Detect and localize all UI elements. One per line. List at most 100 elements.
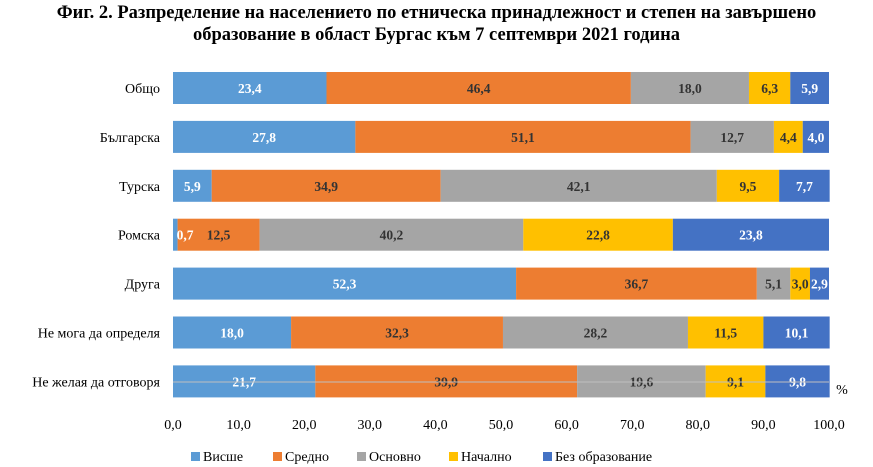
bar-segment: [809, 267, 829, 300]
legend-swatch: [273, 452, 282, 461]
data-label: 18,0: [220, 326, 244, 341]
data-label: 52,3: [333, 277, 357, 292]
x-axis-unit-label: %: [836, 383, 848, 398]
bar-segment: [523, 218, 673, 251]
data-label: 32,3: [385, 326, 409, 341]
data-label: 18,0: [678, 81, 702, 96]
chart-title-line-1: Фиг. 2. Разпределение на населението по …: [56, 3, 817, 23]
data-label: 34,9: [314, 179, 338, 194]
x-tick-label: 0,0: [164, 418, 182, 433]
bar-segment: [690, 120, 774, 153]
legend-label: Основно: [369, 450, 421, 465]
data-label: 5,9: [801, 81, 818, 96]
data-label: 51,1: [511, 130, 535, 145]
bar-segment: [355, 120, 691, 153]
data-label: 11,5: [714, 326, 737, 341]
legend-label: Без образование: [555, 450, 652, 465]
x-tick-label: 50,0: [489, 418, 514, 433]
bar-segment: [630, 72, 749, 104]
bar-segment: [748, 72, 791, 104]
category-label: Турска: [119, 180, 161, 195]
category-label: Не мога да определя: [38, 327, 161, 342]
legend-swatch: [449, 452, 458, 461]
x-tick-label: 100,0: [813, 418, 845, 433]
category-label: Общо: [125, 82, 160, 97]
bar-segment: [315, 365, 578, 398]
bar-segment: [577, 365, 706, 398]
category-label: Не желая да отговоря: [32, 375, 160, 390]
legend: Висше Средно Основно Начално Без образование: [191, 450, 652, 465]
x-tick-label: 90,0: [751, 418, 776, 433]
data-label: 27,8: [252, 130, 276, 145]
data-label: 28,2: [584, 326, 608, 341]
bar-segment: [173, 169, 212, 202]
x-tick-label: 20,0: [292, 418, 317, 433]
category-labels-group: Общо Българска Турска Ромска Друга Не мога да…: [32, 82, 161, 390]
bar-segment: [177, 218, 260, 251]
data-label: 5,1: [765, 277, 782, 292]
data-label: 42,1: [567, 179, 591, 194]
chart-title: Фиг. 2. Разпределение на населението по …: [0, 2, 873, 46]
legend-swatch: [357, 452, 366, 461]
bar-segment: [502, 316, 688, 349]
data-label: 5,9: [184, 179, 201, 194]
bar-segment: [173, 218, 178, 251]
data-label: 9,5: [740, 179, 757, 194]
legend-label: Начално: [461, 450, 512, 465]
x-tick-label: 10,0: [226, 418, 251, 433]
bar-segment: [756, 267, 791, 300]
bar-segment: [765, 365, 830, 398]
data-label: 4,0: [807, 130, 824, 145]
category-label: Друга: [125, 278, 161, 293]
data-label: 10,1: [785, 326, 809, 341]
x-tick-label: 40,0: [423, 418, 448, 433]
chart-title-line-2: образование в област Бургас към 7 септем…: [192, 25, 681, 45]
data-label: 36,7: [625, 277, 649, 292]
data-label: 2,9: [811, 277, 828, 292]
bar-segment: [790, 72, 829, 104]
bar-segment: [687, 316, 764, 349]
data-label: 6,3: [761, 81, 778, 96]
data-label: 4,4: [780, 130, 797, 145]
bar-segment: [173, 316, 292, 349]
x-tick-label: 80,0: [686, 418, 711, 433]
x-axis-tick-labels: 0,0 10,0 20,0 30,0 40,0 50,0 60,0 70,0 80,0 90,0 1…: [164, 418, 845, 433]
data-label: 23,8: [739, 228, 763, 243]
x-tick-label: 30,0: [358, 418, 383, 433]
legend-swatch: [543, 452, 552, 461]
bar-segment: [173, 120, 356, 153]
bar-segment: [259, 218, 524, 251]
bar-segment: [716, 169, 780, 202]
data-label: 3,0: [792, 277, 809, 292]
data-label: 23,4: [238, 81, 262, 96]
bar-segment: [802, 120, 829, 153]
bar-segment: [672, 218, 829, 251]
data-labels-group: 23,4 46,4 18,0 6,3 5,9 27,8 51,1 12,7 4,4 4,0 5,9 3…: [177, 81, 829, 389]
bar-segment: [440, 169, 717, 202]
bar-segment: [173, 72, 327, 104]
x-tick-label: 60,0: [554, 418, 579, 433]
category-label: Ромска: [118, 229, 161, 244]
bar-segment: [705, 365, 766, 398]
x-tick-label: 70,0: [620, 418, 645, 433]
bar-segment: [763, 316, 830, 349]
bar-segment: [779, 169, 830, 202]
bar-segment: [516, 267, 757, 300]
data-label: 0,7: [177, 228, 194, 243]
legend-swatch: [191, 452, 200, 461]
bar-segment: [773, 120, 803, 153]
data-label: 7,7: [796, 179, 813, 194]
data-label: 12,5: [207, 228, 231, 243]
bar-segment: [211, 169, 441, 202]
data-label: 46,4: [467, 81, 491, 96]
bar-segment: [790, 267, 810, 300]
legend-label: Средно: [285, 450, 329, 465]
bars-group: [173, 72, 830, 398]
category-label: Българска: [100, 131, 161, 146]
data-label: 22,8: [586, 228, 610, 243]
legend-label: Висше: [203, 450, 243, 465]
data-label: 12,7: [720, 130, 744, 145]
bar-segment: [173, 267, 517, 300]
bar-segment: [173, 365, 316, 398]
